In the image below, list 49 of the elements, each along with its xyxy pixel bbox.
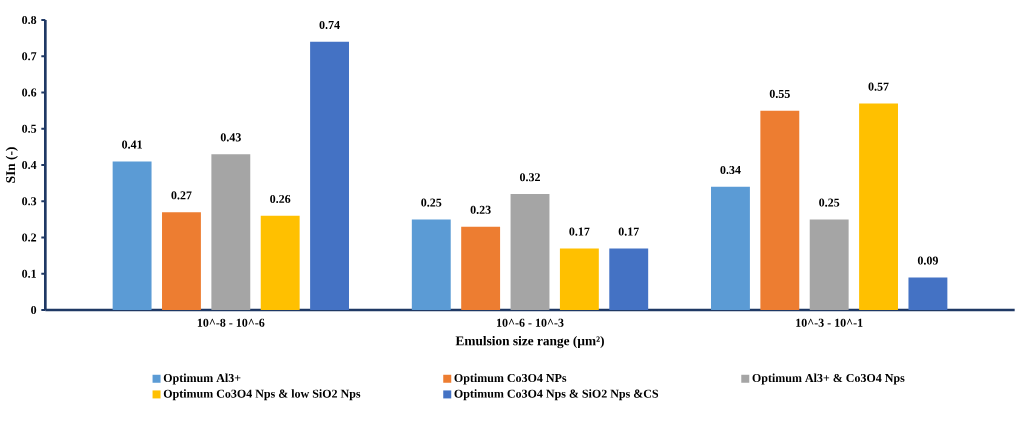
data-label: 0.32 (519, 173, 540, 182)
data-label: 0.41 (122, 140, 142, 149)
bar (162, 212, 201, 310)
data-label: 0.43 (220, 133, 241, 142)
y-tick-label: 0 (31, 305, 37, 315)
data-label: 0.34 (720, 165, 741, 175)
data-label: 0.17 (618, 227, 639, 236)
data-label: 0.57 (868, 82, 889, 91)
bar (809, 219, 849, 310)
y-axis-title: SIn (-) (5, 147, 18, 183)
data-label: 0.27 (171, 191, 192, 200)
bar (112, 161, 152, 310)
data-label: 0.25 (819, 198, 840, 207)
x-tick-label: 10^-6 - 10^-3 (497, 318, 564, 327)
legend-label: Optimum Al3+ (163, 373, 241, 385)
data-label: 0.09 (917, 256, 938, 265)
x-tick-label: 10^-3 - 10^-1 (796, 318, 863, 327)
data-label: 0.55 (769, 89, 790, 98)
y-tick-label: 0.2 (22, 233, 37, 242)
bar (411, 219, 451, 310)
data-label: 0.74 (319, 20, 340, 30)
legend-label: Optimum Co3O4 Nps & SiO2 Nps &CS (454, 389, 659, 401)
bar (859, 103, 898, 310)
bar (510, 194, 550, 310)
y-tick-label: 0.7 (22, 52, 37, 61)
bar (310, 41, 349, 310)
y-tick-label: 0.5 (22, 124, 37, 133)
legend-label: Optimum Al3+ & Co3O4 Nps (752, 373, 905, 385)
bar (211, 154, 251, 310)
data-label: 0.23 (470, 205, 491, 214)
legend-label: Optimum Co3O4 NPs (454, 373, 567, 385)
data-label: 0.17 (569, 227, 590, 236)
y-tick-label: 0.1 (22, 269, 36, 278)
bar (609, 248, 649, 310)
data-label: 0.25 (421, 198, 442, 207)
bar (908, 277, 948, 310)
bar (260, 215, 300, 310)
data-label: 0.26 (270, 194, 291, 204)
y-tick-label: 0.4 (22, 160, 37, 170)
y-tick-label: 0.3 (22, 197, 37, 206)
x-axis-title: Emulsion size range (µm²) (455, 335, 604, 349)
x-tick-label: 10^-8 - 10^-6 (197, 318, 265, 327)
bar (760, 110, 800, 310)
bar (559, 248, 599, 310)
y-tick-label: 0.8 (22, 15, 37, 25)
bar (461, 226, 501, 310)
bar (711, 186, 750, 310)
legend-label: Optimum Co3O4 Nps & low SiO2 Nps (163, 389, 361, 401)
y-tick-label: 0.6 (22, 88, 37, 97)
